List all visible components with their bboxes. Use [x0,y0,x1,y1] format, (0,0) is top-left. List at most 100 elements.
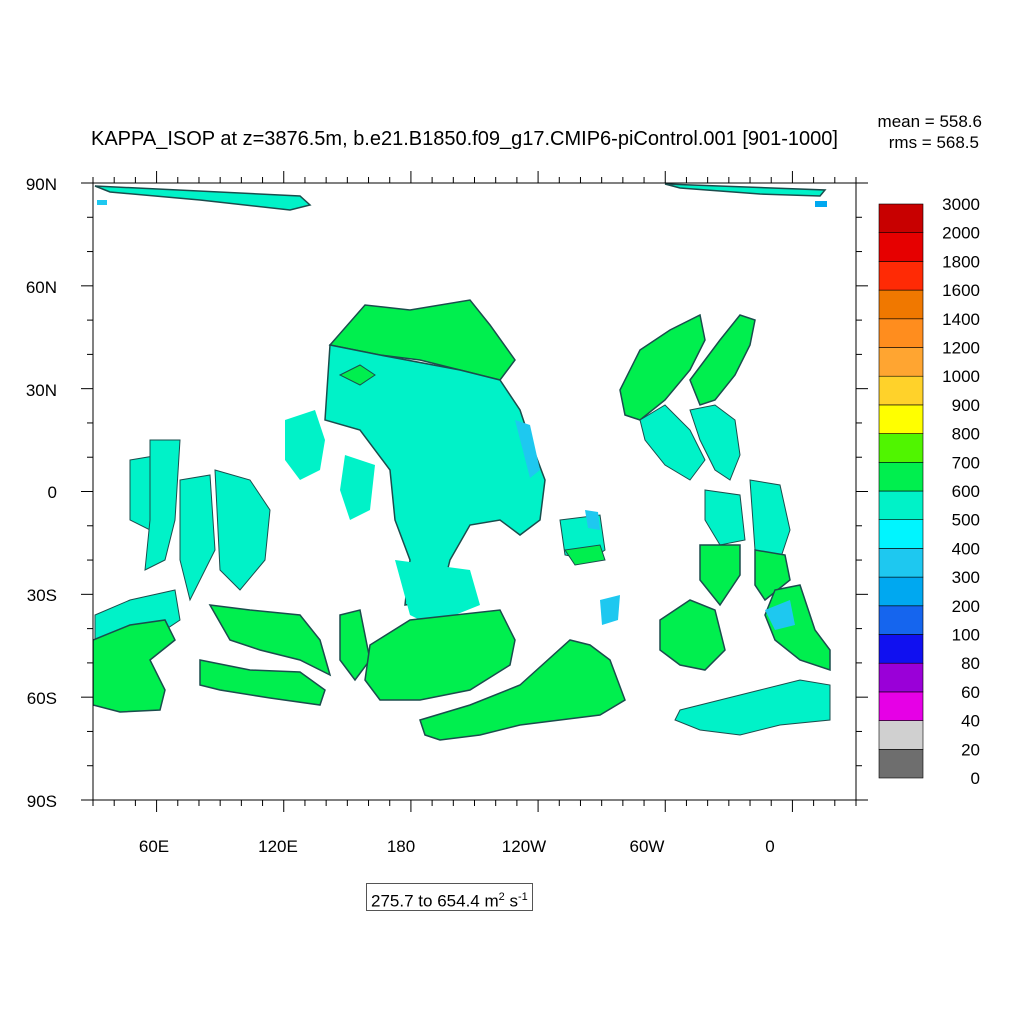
colorbar-label-20: 20 [961,740,980,759]
colorbar-label-40: 40 [961,712,980,731]
data-field [93,183,831,741]
y-tick-60s: 60S [27,689,57,708]
rms-stat: rms = 568.5 [888,133,979,152]
region-south-atlantic-west [699,544,741,607]
region-equatorial-atlantic [704,489,746,546]
colorbar-label-1000: 1000 [942,367,980,386]
colorbar-labels: 0 20 40 60 80 100 200 300 400 500 600 700 800 900 1000… [942,195,980,788]
colorbar-label-500: 500 [952,511,980,530]
colorbar-label-2000: 2000 [942,224,980,243]
colorbar-label-800: 800 [952,425,980,444]
x-tick-60e: 60E [139,837,169,856]
colorbar-box-14 [878,347,924,377]
colorbar-box-1 [878,720,924,750]
colorbar-label-1400: 1400 [942,310,980,329]
chart-title: KAPPA_ISOP at z=3876.5m, b.e21.B1850.f09… [91,128,838,150]
region-arctic-east [664,183,827,197]
colorbar-box-2 [878,691,924,721]
region-indian-east [214,469,271,591]
region-pacific-islands [285,410,480,625]
region-north-pacific [328,299,516,381]
colorbar-box-17 [878,261,924,291]
region-blue-fringe-4 [765,600,795,630]
region-blue-fringe-3 [600,595,620,625]
colorbar-label-900: 900 [952,396,980,415]
range-label: 275.7 to 654.4 m2 s-1 [366,883,533,911]
region-blue-fringe-2 [585,510,600,530]
colorbar-label-600: 600 [952,482,980,501]
colorbar-box-11 [878,433,924,463]
range-unit-s-exp: -1 [518,891,528,903]
range-unit-m-exp: 2 [498,891,505,903]
colorbar-label-300: 300 [952,568,980,587]
region-weddell [674,679,831,736]
colorbar-box-6 [878,576,924,607]
colorbar-box-3 [878,662,924,693]
y-tick-30s: 30S [27,586,57,605]
y-tick-60n: 60N [26,278,57,297]
colorbar-box-16 [878,289,924,320]
range-unit-m: m [484,891,499,911]
mean-stat: mean = 558.6 [877,112,982,131]
axis-ticks [81,171,868,812]
region-angola [749,479,791,561]
colorbar-label-400: 400 [952,539,980,558]
region-tasman-east [339,609,371,682]
colorbar-box-5 [878,605,924,635]
colorbar-box-15 [878,318,924,348]
region-argentine-basin [659,599,726,671]
y-tick-90n: 90N [26,175,57,194]
colorbar-label-200: 200 [952,597,980,616]
region-blue-fringe-1 [515,420,540,478]
region-indian-central [179,474,216,602]
colorbar-box-18 [878,232,924,262]
region-pacific-green-patch [338,364,376,386]
colorbar-label-1600: 1600 [942,281,980,300]
region-north-atlantic-west [619,313,706,421]
colorbar-box-19 [878,203,924,234]
y-tick-30n: 30N [26,381,57,400]
x-tick-120e: 120E [258,837,298,856]
region-bay-bengal [144,439,181,571]
colorbar-label-1200: 1200 [942,339,980,358]
range-to: to [418,891,433,911]
colorbar-box-12 [878,404,924,434]
colorbar-box-4 [878,634,924,664]
colorbar-box-0 [878,748,924,779]
range-max: 654.4 [437,891,480,911]
colorbar-box-8 [878,519,924,549]
region-atlantic-cyan-mid [689,404,741,481]
colorbar-label-0: 0 [971,769,980,788]
colorbar-label-80: 80 [961,654,980,673]
colorbar-box-10 [878,461,924,492]
y-tick-0: 0 [48,483,57,502]
colorbar-label-60: 60 [961,683,980,702]
region-north-atlantic-east [689,314,756,406]
range-min: 275.7 [371,891,414,911]
region-arctic-west [94,185,312,211]
colorbar-label-1800: 1800 [942,252,980,271]
region-amundsen [419,639,626,741]
x-tick-180: 180 [387,837,415,856]
colorbar-box-9 [878,490,924,521]
region-south-pacific [364,609,516,701]
x-tick-0: 0 [765,837,774,856]
colorbar-box-7 [878,548,924,578]
x-tick-60w: 60W [630,837,665,856]
colorbar-box-13 [878,375,924,406]
region-south-australia [208,604,332,677]
region-southern-ridge [199,659,326,706]
region-southern-indian [93,619,176,713]
region-arctic-blue-1 [97,200,107,205]
region-nazca-patch [564,544,606,566]
colorbar [878,203,924,779]
region-arctic-blue-2 [815,201,827,207]
colorbar-label-3000: 3000 [942,195,980,214]
region-atlantic-cyan-north [639,404,706,481]
region-central-pacific [324,344,546,606]
x-tick-120w: 120W [502,837,546,856]
y-tick-90s: 90S [27,792,57,811]
colorbar-label-700: 700 [952,453,980,472]
range-unit-s: s [509,891,519,911]
